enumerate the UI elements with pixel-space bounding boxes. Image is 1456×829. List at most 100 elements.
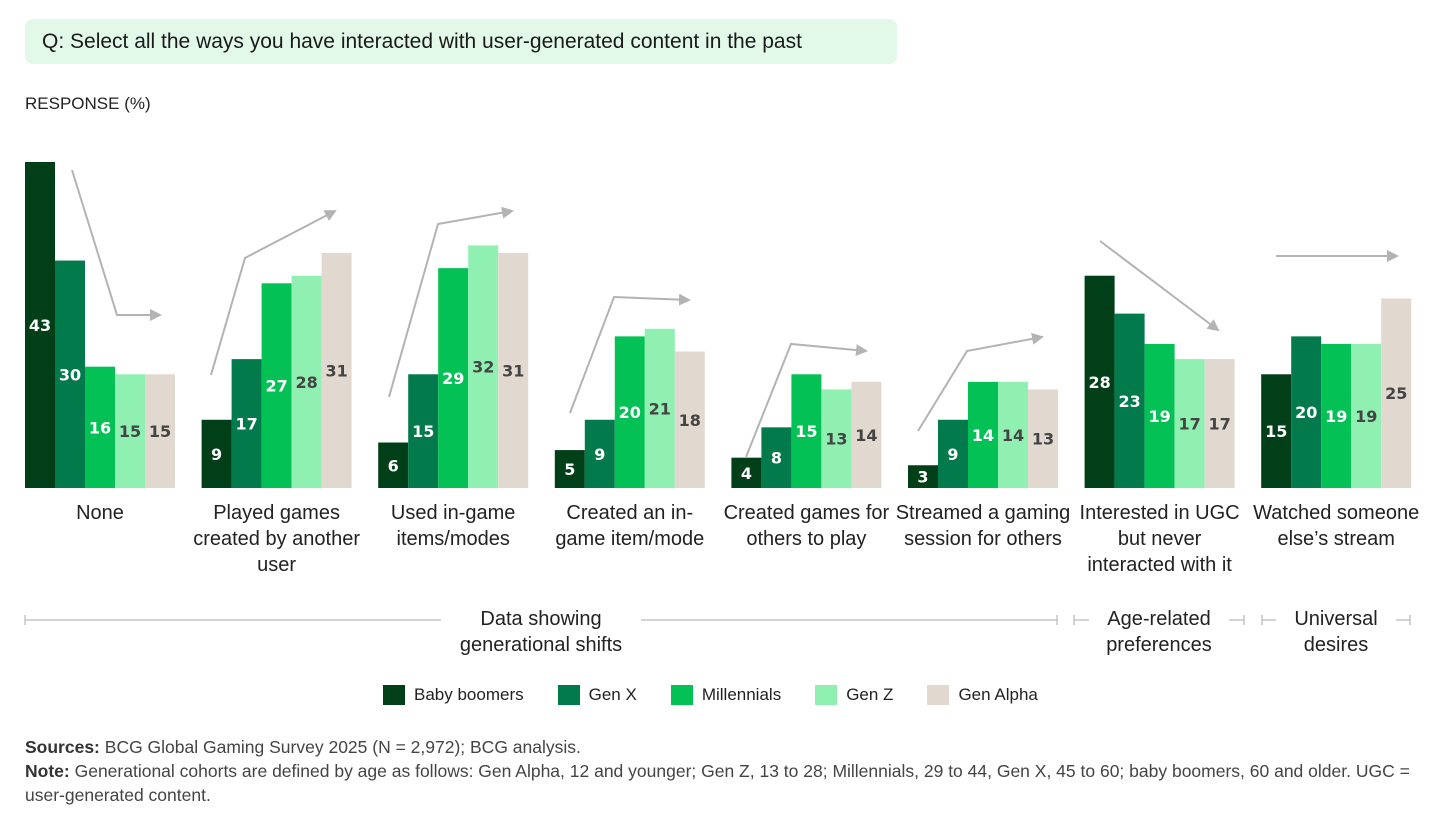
legend-item: Gen X xyxy=(557,685,637,705)
bracket-label: Data showing generational shifts xyxy=(441,606,641,658)
bar xyxy=(378,442,409,488)
bar xyxy=(1028,389,1058,488)
trend-arrow xyxy=(388,206,514,398)
bar xyxy=(968,381,998,488)
data-label: 15 xyxy=(119,422,141,441)
bar xyxy=(25,162,55,488)
data-label: 8 xyxy=(771,449,782,468)
legend-swatch xyxy=(383,685,405,705)
data-label: 29 xyxy=(442,369,464,388)
bar xyxy=(761,427,792,488)
note-text: Generational cohorts are defined by age … xyxy=(25,761,1410,805)
data-label: 15 xyxy=(795,422,817,441)
bar xyxy=(261,283,292,488)
data-label: 13 xyxy=(1032,430,1054,449)
data-label: 17 xyxy=(1208,415,1230,434)
category-label: Used in-game items/modes xyxy=(390,502,516,550)
data-label: 19 xyxy=(1325,407,1347,426)
data-label: 21 xyxy=(649,399,671,418)
bar xyxy=(55,260,85,488)
bar xyxy=(554,450,585,488)
trend-arrow xyxy=(569,293,691,414)
bar xyxy=(614,336,645,488)
bar xyxy=(674,351,705,488)
trend-arrow xyxy=(210,210,337,376)
data-label: 19 xyxy=(1355,407,1377,426)
legend-swatch xyxy=(815,685,838,705)
bar xyxy=(1351,343,1382,488)
legend-item: Gen Z xyxy=(815,685,893,705)
bar xyxy=(231,359,262,488)
legend-swatch xyxy=(927,685,950,705)
note-label: Note: xyxy=(25,761,70,781)
sources-label: Sources: xyxy=(25,737,100,757)
data-label: 5 xyxy=(564,460,575,479)
data-label: 6 xyxy=(388,456,399,475)
data-label: 16 xyxy=(89,418,111,437)
legend-swatch xyxy=(670,685,693,705)
bar xyxy=(1084,275,1115,488)
data-label: 14 xyxy=(1002,426,1024,445)
bar xyxy=(291,275,322,488)
trend-arrow xyxy=(1099,240,1220,332)
category-label: Created games for others to play xyxy=(723,502,890,550)
legend: Baby boomers Gen X Millennials Gen Z Gen Alp… xyxy=(383,685,1072,705)
bar xyxy=(821,389,852,488)
bar xyxy=(644,328,675,488)
data-label: 31 xyxy=(325,361,347,380)
bar xyxy=(468,245,499,488)
bar xyxy=(851,381,882,488)
data-label: 19 xyxy=(1148,407,1170,426)
y-axis-label: RESPONSE (%) xyxy=(25,94,151,113)
data-label: 25 xyxy=(1385,384,1407,403)
trend-arrow xyxy=(71,169,162,321)
data-label: 32 xyxy=(472,358,494,377)
data-label: 15 xyxy=(1265,422,1287,441)
data-label: 43 xyxy=(29,316,51,335)
data-label: 14 xyxy=(972,426,994,445)
data-label: 17 xyxy=(235,415,257,434)
bar xyxy=(908,465,938,488)
category-label: Played games created by another user xyxy=(193,502,360,576)
trend-arrow xyxy=(745,342,868,458)
bar xyxy=(584,419,615,488)
data-label: 30 xyxy=(59,365,81,384)
category-label: Watched someone else’s stream xyxy=(1253,502,1420,550)
bar xyxy=(498,252,529,488)
bar xyxy=(1291,336,1322,488)
data-label: 4 xyxy=(741,464,752,483)
legend-label: Baby boomers xyxy=(414,685,524,704)
bar xyxy=(1114,313,1145,488)
bar xyxy=(1144,343,1175,488)
legend-item: Baby boomers xyxy=(383,685,524,705)
bar xyxy=(1381,298,1412,488)
bar xyxy=(1204,359,1235,488)
legend-label: Millennials xyxy=(701,685,782,704)
bar xyxy=(201,419,232,488)
bar xyxy=(85,366,115,488)
category-label: None xyxy=(76,502,124,524)
bar xyxy=(791,374,822,488)
bar xyxy=(1261,374,1292,488)
data-label: 28 xyxy=(295,373,317,392)
bracket-label: Age-related preferences xyxy=(1089,606,1229,658)
legend-swatch xyxy=(557,685,580,705)
bar xyxy=(1321,343,1352,488)
bar xyxy=(438,268,469,488)
data-label: 27 xyxy=(265,377,287,396)
legend-label: Gen X xyxy=(588,685,637,704)
data-label: 13 xyxy=(825,430,847,449)
data-label: 23 xyxy=(1118,392,1140,411)
sources-text: BCG Global Gaming Survey 2025 (N = 2,972… xyxy=(104,737,581,757)
legend-item: Millennials xyxy=(670,685,782,705)
bar xyxy=(115,374,145,488)
category-label: Created an in-game item/mode xyxy=(555,502,705,550)
legend-label: Gen Alpha xyxy=(958,685,1038,704)
category-label: Interested in UGC but never interacted w… xyxy=(1079,502,1240,576)
data-label: 3 xyxy=(917,468,928,487)
question-banner: Q: Select all the ways you have interact… xyxy=(25,19,897,64)
data-label: 9 xyxy=(594,445,605,464)
bar xyxy=(998,381,1028,488)
